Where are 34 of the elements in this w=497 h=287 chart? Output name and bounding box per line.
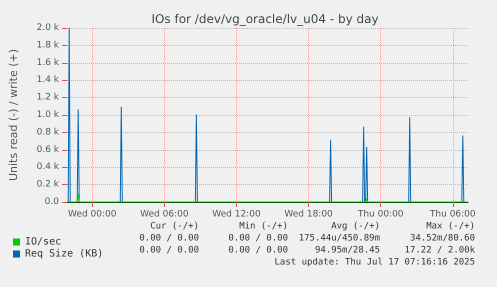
text: 0.00 / 0.00 bbox=[139, 234, 199, 244]
text: 0.00 / 0.00 bbox=[228, 234, 288, 244]
y-tick-label: 1.2 k bbox=[36, 92, 60, 103]
text: Min (-/+) bbox=[239, 222, 288, 232]
text: Last update: Thu Jul 17 07:16:16 2025 bbox=[274, 258, 475, 268]
text: Max (-/+) bbox=[426, 222, 475, 232]
text: Avg (-/+) bbox=[331, 222, 380, 232]
x-tick-label: Wed 00:00 bbox=[68, 210, 117, 220]
text: Cur (-/+) bbox=[150, 222, 199, 232]
y-tick-label: 1.0 k bbox=[36, 110, 60, 120]
y-tick-label: 1.6 k bbox=[36, 58, 60, 68]
text: 0.00 / 0.00 bbox=[228, 246, 288, 256]
text: 17.22 / 2.00k bbox=[404, 246, 476, 256]
x-tick-label: Thu 06:00 bbox=[428, 210, 476, 220]
y-tick-label: 0.0 bbox=[44, 197, 60, 207]
y-tick-label: 1.8 k bbox=[36, 40, 60, 50]
text: 175.44u/450.89m bbox=[298, 234, 380, 244]
y-tick-label: 1.4 k bbox=[36, 75, 60, 86]
x-tick-label: Wed 18:00 bbox=[284, 210, 334, 220]
text: 0.00 / 0.00 bbox=[139, 246, 199, 256]
legend-label: IO/sec bbox=[25, 236, 62, 248]
y-tick-label: 0.6 k bbox=[36, 144, 60, 155]
y-axis-title: Units read (-) / write (+) bbox=[7, 48, 20, 182]
legend-label: Req Size (KB) bbox=[25, 248, 104, 260]
x-tick-label: Wed 12:00 bbox=[212, 210, 261, 220]
x-tick-label: Wed 06:00 bbox=[140, 210, 189, 220]
text: 34.52m/80.60 bbox=[410, 234, 475, 244]
y-tick-label: 0.8 k bbox=[36, 127, 60, 138]
x-tick-label: Thu 00:00 bbox=[356, 210, 404, 220]
chart-title: IOs for /dev/vg_oracle/lv_u04 - by day bbox=[151, 12, 379, 26]
y-tick-label: 2.0 k bbox=[36, 23, 60, 33]
y-tick-label: 0.2 k bbox=[36, 180, 60, 190]
text: 94.95m/28.45 bbox=[314, 246, 380, 256]
y-tick-label: 0.4 k bbox=[36, 162, 60, 172]
